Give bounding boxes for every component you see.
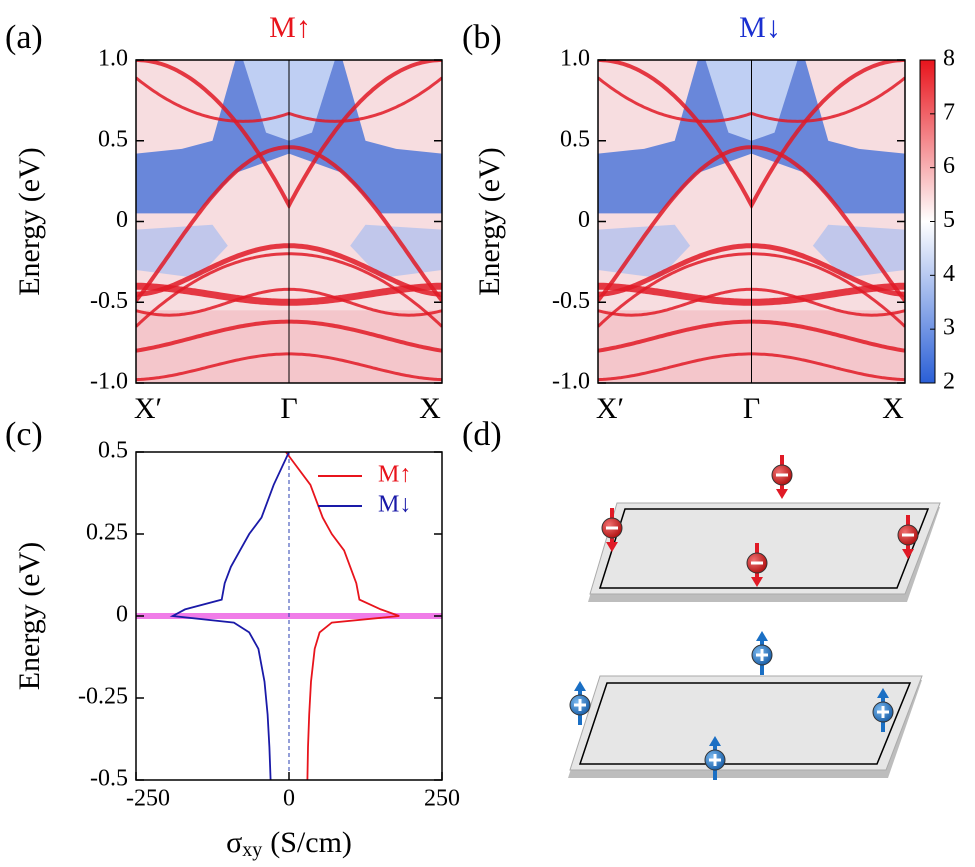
spectral-region <box>598 224 691 279</box>
y-tick-label: -0.5 <box>90 766 128 792</box>
spin-electron <box>601 508 623 552</box>
x-tick-label: Γ <box>280 392 297 425</box>
spin-electron <box>569 681 591 725</box>
y-axis-label: Energy (eV) <box>473 147 506 296</box>
colorbar-tick-label: 2 <box>943 369 955 395</box>
x-axis-label-part: (S/cm) <box>270 826 352 859</box>
legend-label: M↑ <box>378 462 411 488</box>
panel-label: (d) <box>462 416 502 453</box>
colorbar-tick-label: 5 <box>943 207 955 233</box>
y-tick-label: 1.0 <box>98 46 128 72</box>
y-tick-label: 0.5 <box>98 438 128 464</box>
plane <box>589 502 941 595</box>
x-tick-label: 250 <box>424 786 460 812</box>
y-tick-label: -0.5 <box>90 288 128 314</box>
x-tick-label: 0 <box>283 786 295 812</box>
x-tick-label: Γ <box>743 392 760 425</box>
colorbar-tick-label: 4 <box>943 261 955 287</box>
panel-d <box>568 502 941 778</box>
spin-arrow-head <box>606 542 618 552</box>
x-tick-label: X <box>419 392 441 425</box>
y-tick-label: 0 <box>578 207 590 233</box>
spin-electron <box>771 455 793 499</box>
colorbar-tick-label: 3 <box>943 315 955 341</box>
panel-title: M↑ <box>269 11 311 44</box>
y-tick-label: -1.0 <box>90 369 128 395</box>
x-axis-label-part: σ <box>226 826 242 859</box>
spin-arrow-head <box>574 681 586 691</box>
y-tick-label: 1.0 <box>560 46 590 72</box>
series-line <box>169 451 290 781</box>
spin-arrow-head <box>709 736 721 746</box>
panel-label: (b) <box>462 19 502 56</box>
spin-arrow-head <box>902 549 914 559</box>
y-tick-label: -1.0 <box>552 369 590 395</box>
plane <box>569 675 923 771</box>
y-tick-label: 0 <box>116 207 128 233</box>
x-axis-label: σxy (S/cm) <box>226 826 352 861</box>
spin-electron <box>897 515 919 559</box>
spin-electron <box>751 631 773 675</box>
x-tick-label: X′ <box>596 392 624 425</box>
spin-electron <box>704 736 726 780</box>
x-axis-label-part: xy <box>242 839 262 861</box>
spectral-region <box>350 224 442 279</box>
colorbar-tick-label: 8 <box>943 46 955 72</box>
spectral-region <box>136 224 228 279</box>
x-tick-label: -250 <box>126 786 170 812</box>
y-tick-label: 0.25 <box>86 520 128 546</box>
x-tick-label: X <box>882 392 904 425</box>
y-tick-label: 0.5 <box>560 126 590 152</box>
y-tick-label: -0.5 <box>552 288 590 314</box>
spin-electron <box>746 543 768 587</box>
spin-arrow-head <box>776 489 788 499</box>
edge-loop <box>598 508 930 589</box>
panel-title: M↓ <box>739 11 781 44</box>
y-tick-label: -0.25 <box>78 684 128 710</box>
y-tick-label: 0.5 <box>98 126 128 152</box>
series-line <box>285 451 400 781</box>
spectral-region <box>812 224 905 279</box>
y-axis-label: Energy (eV) <box>13 542 46 691</box>
x-tick-label: X′ <box>134 392 162 425</box>
spin-arrow-head <box>751 577 763 587</box>
colorbar-tick-label: 7 <box>943 99 955 125</box>
spin-arrow-head <box>877 688 889 698</box>
legend-label: M↓ <box>378 492 411 518</box>
y-tick-label: 0 <box>116 602 128 628</box>
spin-electron <box>872 688 894 732</box>
panel-label: (a) <box>5 19 43 56</box>
colorbar-tick-label: 6 <box>943 153 955 179</box>
spin-arrow-head <box>756 631 768 641</box>
panel-label: (c) <box>5 416 43 453</box>
edge-loop <box>578 682 912 765</box>
y-axis-label: Energy (eV) <box>13 147 46 296</box>
